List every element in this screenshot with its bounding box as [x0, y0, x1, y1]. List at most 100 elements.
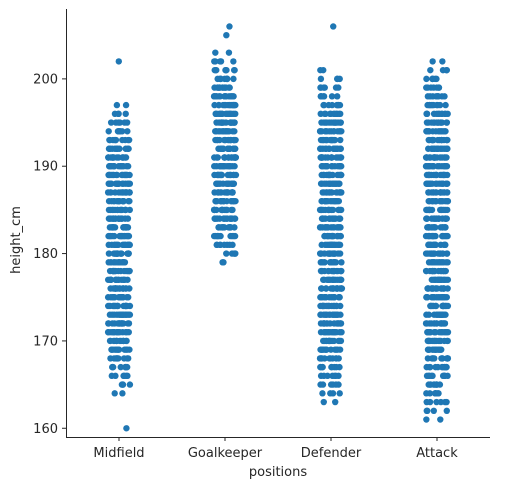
data-point-defender: [334, 276, 341, 283]
data-point-midfield: [118, 259, 126, 266]
data-point-defender: [337, 119, 344, 126]
data-point-defender: [333, 311, 341, 318]
data-point-midfield: [114, 346, 121, 353]
data-point-midfield: [126, 381, 134, 388]
data-point-goalkeeper: [222, 84, 230, 91]
data-point-goalkeeper: [223, 32, 230, 39]
data-point-attack: [428, 276, 436, 283]
data-point-attack: [439, 58, 446, 65]
data-point-defender: [319, 136, 327, 144]
data-point-midfield: [124, 163, 132, 170]
data-point-defender: [328, 163, 335, 170]
data-point-midfield: [112, 136, 120, 144]
data-point-midfield: [123, 171, 131, 179]
data-point-goalkeeper: [213, 93, 220, 100]
data-point-midfield: [114, 355, 121, 362]
data-point-defender: [330, 197, 337, 205]
data-point-defender: [335, 355, 342, 362]
data-point-midfield: [111, 302, 119, 310]
data-point-midfield: [126, 197, 133, 205]
data-point-defender: [323, 145, 330, 152]
data-point-defender: [338, 128, 345, 135]
data-point-goalkeeper: [216, 171, 224, 179]
data-point-midfield: [117, 128, 124, 135]
data-point-midfield: [113, 337, 121, 345]
data-point-attack: [438, 355, 445, 362]
data-point-goalkeeper: [223, 215, 230, 222]
data-point-attack: [429, 75, 436, 83]
data-point-attack: [423, 206, 430, 214]
data-point-attack: [438, 171, 446, 179]
data-point-defender: [319, 381, 327, 388]
data-point-attack: [433, 145, 441, 152]
data-point-attack: [434, 163, 441, 170]
data-point-midfield: [116, 145, 123, 152]
data-point-defender: [326, 180, 333, 187]
data-point-defender: [324, 224, 331, 231]
data-point-defender: [326, 171, 333, 179]
data-point-attack: [425, 241, 432, 249]
data-point-attack: [431, 259, 438, 266]
data-point-attack: [423, 75, 430, 83]
data-point-midfield: [117, 294, 124, 301]
data-point-midfield: [115, 154, 122, 161]
data-point-goalkeeper: [230, 66, 238, 74]
data-point-goalkeeper: [211, 163, 218, 170]
data-point-attack: [423, 416, 430, 423]
data-point-attack: [426, 363, 433, 371]
data-point-attack: [444, 328, 452, 336]
data-point-midfield: [105, 250, 113, 257]
data-point-attack: [439, 232, 446, 240]
data-point-attack: [426, 381, 434, 388]
data-point-attack: [432, 363, 439, 371]
data-point-goalkeeper: [227, 136, 234, 144]
data-point-attack: [427, 66, 434, 74]
data-point-attack: [427, 302, 434, 310]
data-point-attack: [425, 372, 433, 380]
data-point-midfield: [112, 259, 120, 266]
data-point-goalkeeper: [230, 197, 238, 205]
data-point-midfield: [107, 119, 115, 126]
data-point-attack: [428, 119, 435, 126]
data-point-attack: [423, 128, 430, 135]
data-point-midfield: [124, 128, 131, 135]
data-point-defender: [318, 215, 326, 222]
data-point-goalkeeper: [230, 58, 237, 65]
data-point-goalkeeper: [222, 66, 229, 74]
data-point-midfield: [120, 311, 127, 318]
data-point-defender: [333, 154, 340, 161]
data-point-midfield: [125, 294, 132, 301]
data-point-attack: [424, 285, 431, 292]
data-point-attack: [438, 363, 446, 371]
data-point-attack: [425, 189, 432, 196]
y-tick-label: 170: [33, 334, 58, 349]
data-point-attack: [427, 328, 434, 336]
data-point-attack: [443, 215, 450, 222]
data-point-midfield: [121, 372, 128, 380]
data-point-defender: [336, 363, 343, 371]
data-point-defender: [329, 285, 336, 292]
data-point-defender: [338, 163, 345, 170]
data-point-midfield: [115, 58, 122, 65]
data-point-goalkeeper: [211, 206, 218, 214]
data-point-defender: [320, 320, 327, 327]
data-point-midfield: [125, 180, 132, 187]
x-tick-label: Attack: [416, 446, 458, 461]
data-point-midfield: [122, 206, 129, 214]
data-point-attack: [436, 110, 443, 118]
data-point-defender: [334, 93, 341, 100]
data-point-attack: [441, 163, 448, 170]
data-point-attack: [433, 311, 441, 318]
data-point-defender: [322, 110, 329, 118]
data-points: [104, 23, 452, 432]
data-point-midfield: [116, 119, 124, 126]
data-point-midfield: [117, 363, 124, 371]
data-point-goalkeeper: [210, 232, 218, 240]
data-point-attack: [437, 285, 445, 292]
data-point-defender: [329, 250, 336, 257]
data-point-goalkeeper: [224, 171, 232, 179]
data-point-defender: [326, 110, 334, 118]
data-point-midfield: [125, 311, 132, 318]
data-point-defender: [325, 276, 333, 283]
